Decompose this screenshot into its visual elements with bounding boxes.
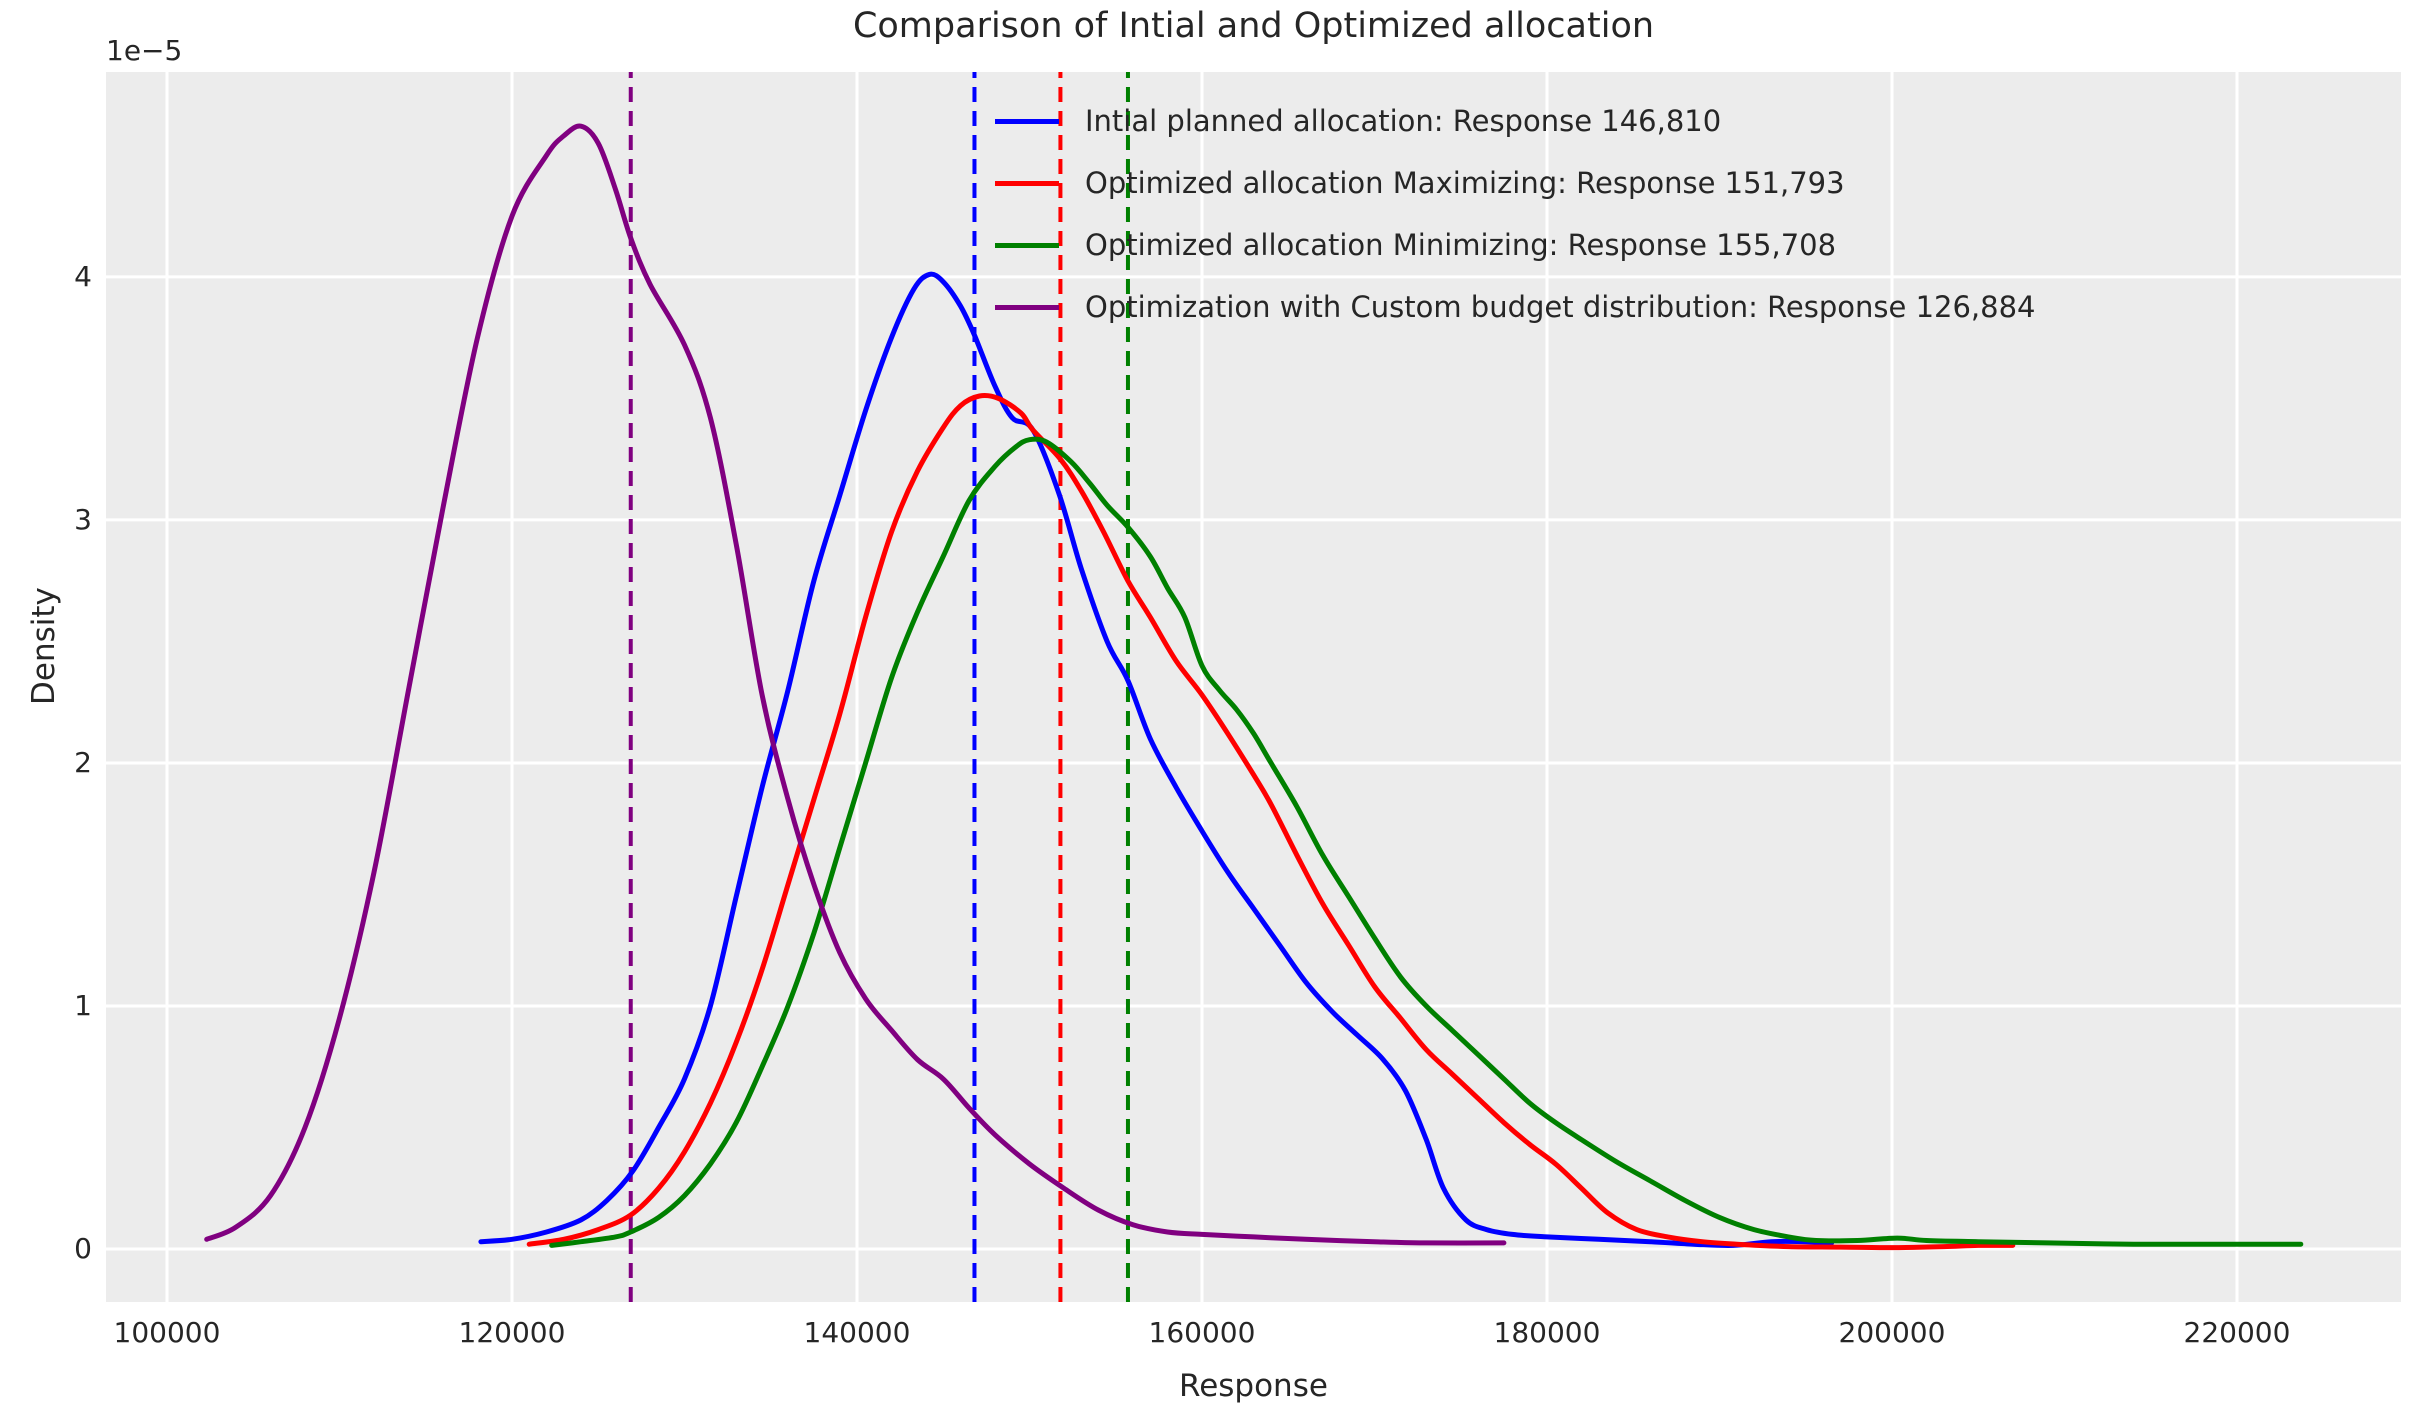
y-tick-label: 1 bbox=[74, 988, 92, 1022]
y-axis-offset-label: 1e−5 bbox=[106, 34, 183, 67]
y-tick-label: 0 bbox=[74, 1232, 92, 1266]
legend-item: Intial planned allocation: Response 146,… bbox=[995, 90, 2036, 152]
legend-line-swatch bbox=[995, 242, 1059, 248]
legend-item: Optimized allocation Minimizing: Respons… bbox=[995, 214, 2036, 276]
legend-item-label: Optimized allocation Maximizing: Respons… bbox=[1085, 166, 1845, 200]
density-curve-custom-budget bbox=[204, 123, 1507, 1246]
x-axis-label: Response bbox=[1179, 1368, 1328, 1404]
legend-line-swatch bbox=[995, 304, 1059, 310]
chart-title: Comparison of Intial and Optimized alloc… bbox=[852, 6, 1655, 46]
x-tick-label: 140000 bbox=[803, 1316, 911, 1349]
legend: Intial planned allocation: Response 146,… bbox=[995, 90, 2036, 338]
legend-item-label: Intial planned allocation: Response 146,… bbox=[1085, 104, 1722, 138]
y-tick-label: 3 bbox=[74, 502, 92, 536]
legend-item: Optimization with Custom budget distribu… bbox=[995, 276, 2036, 338]
density-curve-optimized-minimizing bbox=[549, 436, 2304, 1248]
legend-line-swatch bbox=[995, 180, 1059, 186]
x-tick-label: 100000 bbox=[113, 1316, 221, 1349]
legend-item-label: Optimized allocation Minimizing: Respons… bbox=[1085, 228, 1837, 262]
legend-line-swatch bbox=[995, 118, 1059, 124]
legend-item: Optimized allocation Maximizing: Respons… bbox=[995, 152, 2036, 214]
density-curve-optimized-maximizing bbox=[526, 392, 2016, 1251]
x-tick-label: 120000 bbox=[458, 1316, 566, 1349]
y-axis-label: Density bbox=[26, 587, 62, 705]
x-tick-label: 160000 bbox=[1148, 1316, 1256, 1349]
density-curve-initial-planned bbox=[478, 271, 1835, 1248]
x-tick-label: 200000 bbox=[1838, 1316, 1946, 1349]
x-tick-label: 220000 bbox=[2183, 1316, 2291, 1349]
y-tick-label: 2 bbox=[74, 745, 92, 779]
x-tick-label: 180000 bbox=[1493, 1316, 1601, 1349]
y-tick-label: 4 bbox=[74, 259, 92, 293]
legend-item-label: Optimization with Custom budget distribu… bbox=[1085, 290, 2036, 324]
